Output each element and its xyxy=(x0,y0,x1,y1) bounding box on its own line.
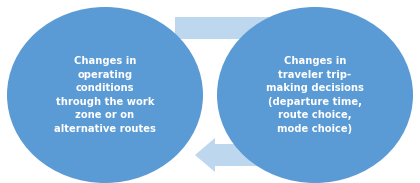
Ellipse shape xyxy=(217,7,413,183)
Ellipse shape xyxy=(7,7,203,183)
FancyArrow shape xyxy=(175,11,320,45)
Text: Changes in
operating
conditions
through the work
zone or on
alternative routes: Changes in operating conditions through … xyxy=(54,56,156,134)
Text: Changes in
traveler trip-
making decisions
(departure time,
route choice,
mode c: Changes in traveler trip- making decisio… xyxy=(266,56,364,134)
FancyArrow shape xyxy=(195,138,340,172)
